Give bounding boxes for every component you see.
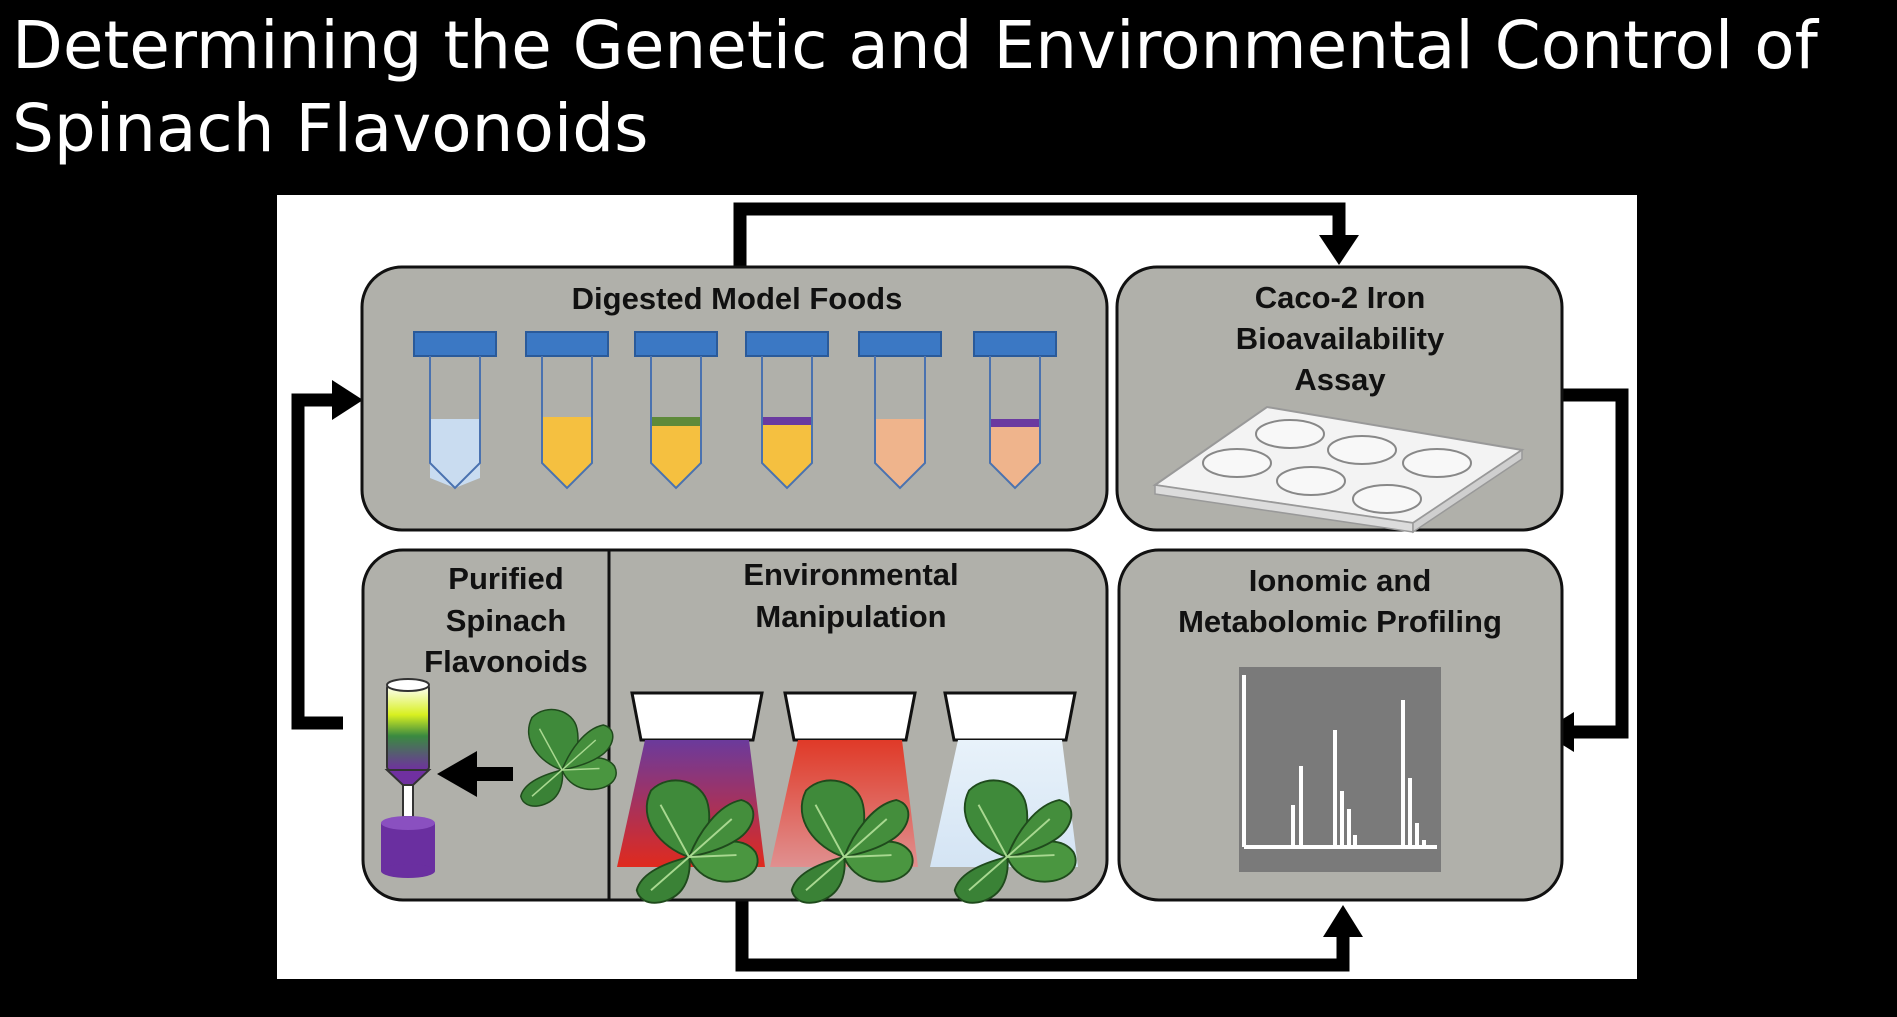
purple-vial-icon	[381, 816, 435, 878]
tube-4	[745, 331, 829, 490]
purified-environmental-box: Purified Spinach Flavonoids Environmenta…	[361, 548, 1109, 904]
slide-title-line-2: Spinach Flavonoids	[12, 90, 649, 167]
profiling-label-line-2: Metabolomic Profiling	[1178, 604, 1502, 639]
purified-label-line-2: Spinach	[446, 603, 567, 638]
chromatography-column-icon	[384, 678, 432, 818]
well-plate-icon	[1152, 405, 1525, 534]
caco2-assay-box: Caco-2 Iron Bioavailability Assay	[1115, 265, 1564, 534]
profiling-label-line-1: Ionomic and	[1249, 563, 1432, 598]
profiling-box: Ionomic and Metabolomic Profiling	[1117, 548, 1564, 902]
purified-label-line-3: Flavonoids	[424, 644, 588, 679]
digested-model-foods-label: Digested Model Foods	[572, 281, 903, 316]
tube-5	[858, 331, 942, 490]
environmental-label-line-2: Manipulation	[755, 599, 946, 634]
left-arrow-icon	[437, 751, 513, 797]
slide-title: Determining the Genetic and Environmenta…	[12, 4, 1872, 170]
workflow-figure: Digested Model Foods	[277, 195, 1637, 979]
tube-1	[413, 331, 497, 490]
spectrum-chart-icon	[1239, 667, 1441, 872]
caco2-label-line-3: Assay	[1294, 362, 1386, 397]
caco2-label-line-1: Caco-2 Iron	[1255, 280, 1426, 315]
connector-arrows	[291, 202, 1629, 972]
digested-model-foods-box: Digested Model Foods	[360, 265, 1109, 532]
grow-light-white	[930, 691, 1078, 904]
purified-label-line-1: Purified	[448, 561, 563, 596]
grow-light-purple-red	[617, 691, 765, 904]
caco2-label-line-2: Bioavailability	[1236, 321, 1445, 356]
environmental-label-line-1: Environmental	[743, 557, 958, 592]
grow-light-red	[770, 691, 918, 904]
tube-2	[525, 331, 609, 490]
tube-6	[973, 331, 1057, 490]
slide-title-line-1: Determining the Genetic and Environmenta…	[12, 7, 1818, 84]
tube-3	[634, 331, 718, 490]
